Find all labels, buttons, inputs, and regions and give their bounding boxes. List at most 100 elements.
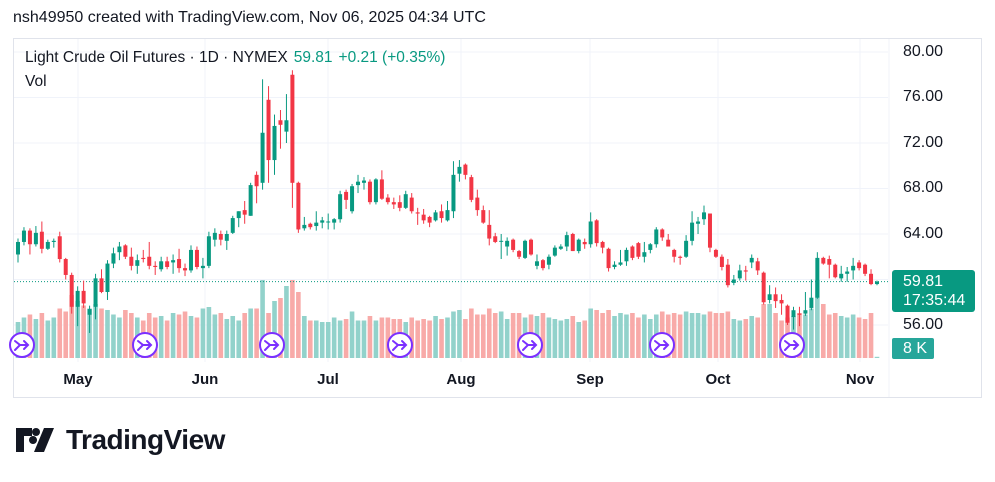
volume-bar bbox=[492, 313, 498, 358]
candle-body bbox=[606, 248, 611, 269]
candle-body bbox=[421, 214, 426, 221]
candle-body bbox=[660, 229, 665, 238]
volume-bar bbox=[850, 314, 856, 358]
candle-body bbox=[326, 221, 331, 223]
candle-body bbox=[200, 265, 205, 269]
volume-bar bbox=[427, 320, 432, 358]
candle-body bbox=[33, 232, 38, 245]
candle-body bbox=[63, 259, 68, 275]
candle-body bbox=[564, 235, 569, 247]
candle-body bbox=[487, 224, 492, 239]
candle-body bbox=[51, 240, 56, 242]
symbol-title[interactable]: Light Crude Oil Futures · 1D · NYMEX bbox=[25, 49, 288, 66]
volume-bar bbox=[749, 316, 755, 358]
arrow-icon bbox=[137, 340, 153, 351]
candle-body bbox=[302, 224, 307, 229]
volume-bar bbox=[576, 322, 582, 358]
candle-body bbox=[713, 249, 718, 257]
volume-bar bbox=[337, 320, 343, 358]
candle-body bbox=[737, 270, 742, 279]
candle-body bbox=[815, 257, 820, 298]
candle-body bbox=[105, 263, 110, 293]
candle-body bbox=[511, 239, 516, 250]
volume-bar bbox=[671, 313, 677, 358]
candle-body bbox=[672, 249, 677, 257]
candle-body bbox=[529, 239, 534, 255]
candle-body bbox=[475, 197, 480, 211]
volume-bar bbox=[45, 320, 51, 358]
volume-bar bbox=[719, 313, 725, 358]
volume-bar bbox=[254, 308, 259, 358]
candle-body bbox=[845, 271, 850, 274]
candle-body bbox=[558, 246, 563, 249]
arrow-icon bbox=[392, 340, 408, 351]
candle-body bbox=[803, 310, 808, 314]
volume-bar bbox=[111, 314, 116, 358]
month-label: Aug bbox=[446, 371, 476, 388]
volume-bar bbox=[433, 316, 438, 358]
volume-bar bbox=[319, 322, 325, 358]
tradingview-logo[interactable]: TradingView bbox=[16, 424, 225, 456]
candle-body bbox=[463, 164, 468, 175]
volume-bar bbox=[761, 304, 766, 358]
volume-bar bbox=[737, 320, 743, 358]
month-label: Jul bbox=[317, 371, 339, 388]
candle-body bbox=[457, 166, 462, 174]
candle-body bbox=[332, 219, 337, 223]
candle-body bbox=[296, 182, 301, 230]
volume-bar bbox=[862, 319, 868, 358]
volume-bar bbox=[767, 304, 772, 358]
candle-body bbox=[779, 299, 784, 304]
candle-body bbox=[785, 305, 790, 323]
last-volume-badge: 8 K bbox=[892, 338, 934, 359]
volume-bar bbox=[642, 314, 647, 358]
candle-body bbox=[797, 313, 802, 315]
volume-bar bbox=[57, 308, 63, 358]
candle-body bbox=[636, 243, 641, 257]
volume-bar bbox=[63, 311, 69, 358]
volume-legend[interactable]: Vol bbox=[25, 73, 47, 90]
volume-bar bbox=[379, 317, 385, 358]
candle-body bbox=[546, 256, 551, 265]
last-price-legend: 59.81 bbox=[293, 49, 333, 66]
candle-body bbox=[21, 230, 26, 242]
candle-body bbox=[743, 270, 748, 272]
volume-bar bbox=[331, 317, 337, 358]
volume-bar bbox=[630, 313, 635, 358]
volume-bar bbox=[636, 317, 641, 358]
candle-body bbox=[731, 279, 736, 283]
candle-body bbox=[707, 213, 712, 248]
volume-bar bbox=[129, 313, 134, 358]
candle-body bbox=[582, 241, 587, 245]
volume-bar bbox=[498, 311, 504, 358]
volume-bar bbox=[803, 314, 808, 358]
candle-body bbox=[230, 218, 235, 233]
candle-body bbox=[433, 212, 438, 221]
candle-body bbox=[153, 265, 158, 267]
volume-bar bbox=[307, 320, 313, 358]
candle-body bbox=[517, 251, 522, 257]
volume-bar bbox=[618, 313, 623, 358]
volume-bar bbox=[677, 314, 683, 358]
candle-body bbox=[248, 185, 253, 216]
volume-bar bbox=[815, 280, 820, 358]
tradingview-logo-text: TradingView bbox=[66, 424, 225, 455]
volume-bar bbox=[546, 317, 552, 358]
candle-body bbox=[129, 256, 134, 266]
volume-bar bbox=[552, 319, 558, 358]
volume-bar bbox=[612, 316, 617, 358]
candle-body bbox=[123, 245, 128, 257]
volume-bar bbox=[39, 313, 45, 358]
volume-bar bbox=[176, 314, 182, 358]
candle-body bbox=[648, 244, 653, 250]
month-label: Jun bbox=[191, 371, 219, 388]
volume-bar bbox=[743, 319, 749, 358]
volume-bar bbox=[809, 308, 814, 358]
candle-body bbox=[403, 194, 408, 208]
candle-body bbox=[344, 191, 349, 200]
volume-bar bbox=[290, 280, 295, 358]
chart-frame bbox=[13, 38, 982, 398]
volume-bar bbox=[510, 313, 516, 358]
price-label: 80.00 bbox=[903, 43, 944, 60]
